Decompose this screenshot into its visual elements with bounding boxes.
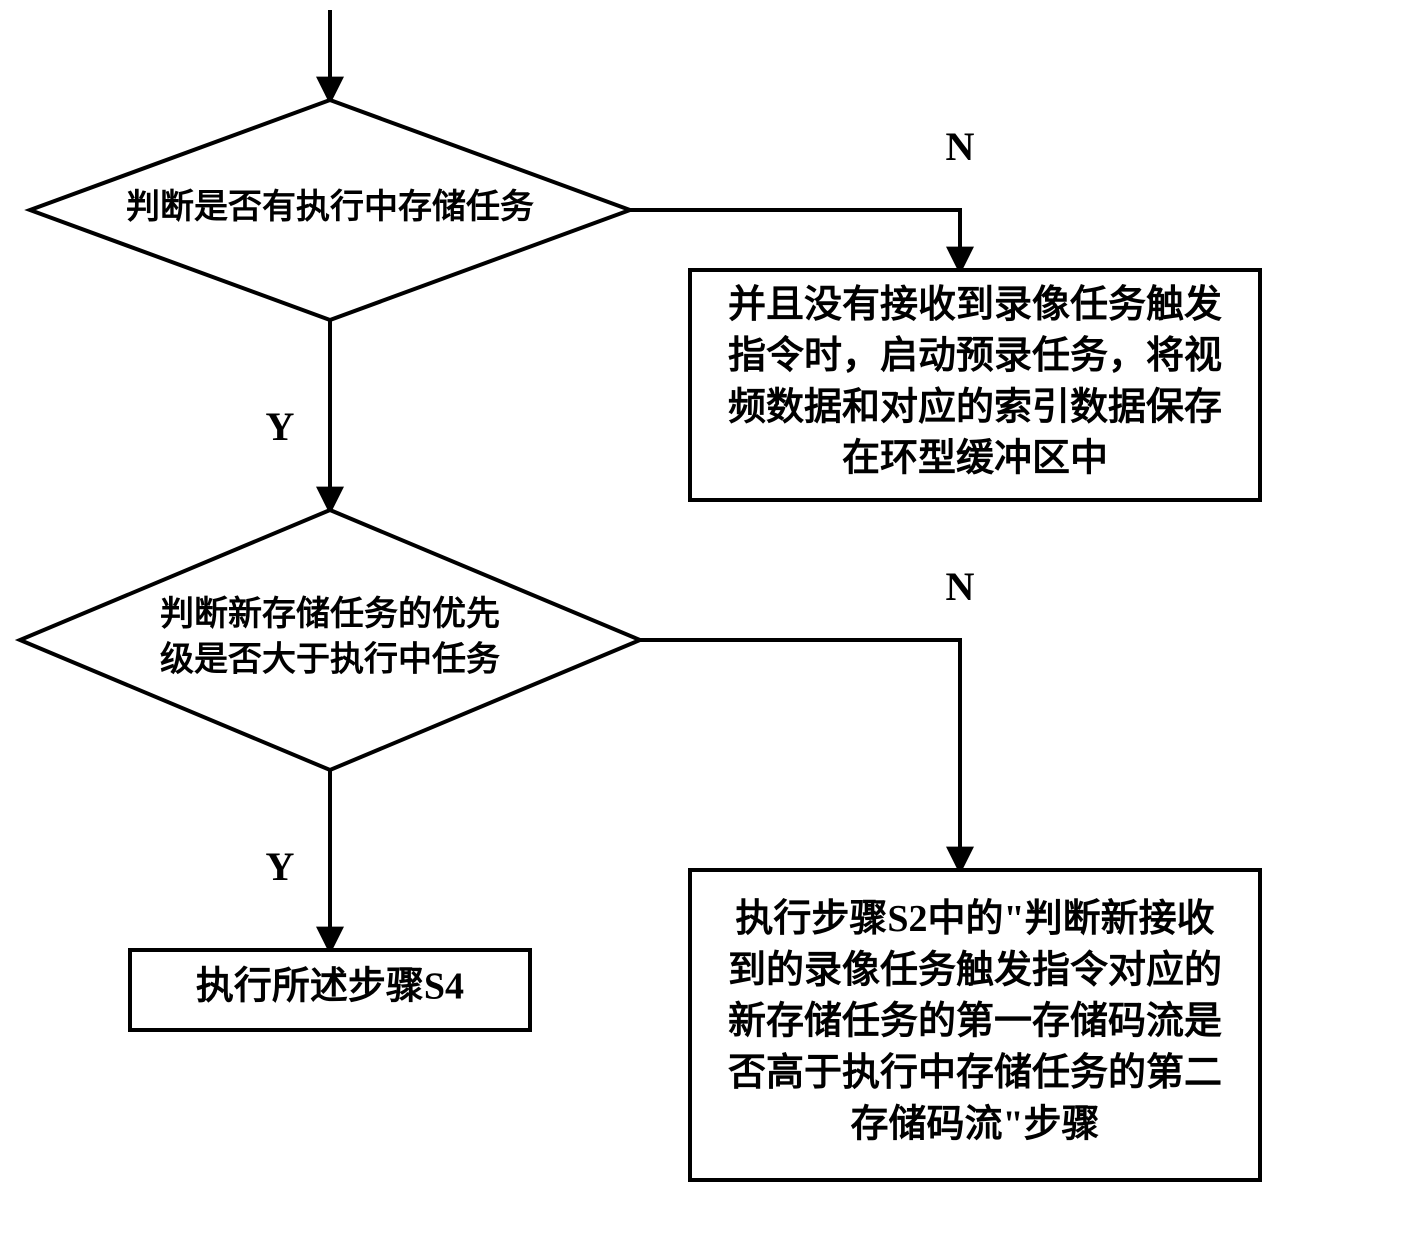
svg-text:执行步骤S2中的"判断新接收: 执行步骤S2中的"判断新接收 xyxy=(735,898,1214,940)
edge-label: Y xyxy=(266,844,295,889)
svg-text:存储码流"步骤: 存储码流"步骤 xyxy=(850,1103,1099,1145)
svg-text:否高于执行中存储任务的第二: 否高于执行中存储任务的第二 xyxy=(728,1052,1222,1094)
decision-d1-text: 判断是否有执行中存储任务 xyxy=(126,188,534,226)
decision-d2 xyxy=(20,510,640,770)
edge-label: Y xyxy=(266,404,295,449)
svg-text:频数据和对应的索引数据保存: 频数据和对应的索引数据保存 xyxy=(728,386,1222,428)
flow-edge xyxy=(630,210,960,270)
svg-text:并且没有接收到录像任务触发: 并且没有接收到录像任务触发 xyxy=(728,284,1222,326)
svg-text:在环型缓冲区中: 在环型缓冲区中 xyxy=(842,438,1108,480)
svg-text:指令时，启动预录任务，将视: 指令时，启动预录任务，将视 xyxy=(728,335,1222,377)
svg-text:判断新存储任务的优先: 判断新存储任务的优先 xyxy=(160,595,500,633)
svg-text:新存储任务的第一存储码流是: 新存储任务的第一存储码流是 xyxy=(728,1001,1222,1043)
svg-text:到的录像任务触发指令对应的: 到的录像任务触发指令对应的 xyxy=(728,949,1222,991)
svg-text:级是否大于执行中任务: 级是否大于执行中任务 xyxy=(160,641,500,679)
edge-label: N xyxy=(946,564,975,609)
edge-label: N xyxy=(946,124,975,169)
process-r3-text: 执行所述步骤S4 xyxy=(196,966,464,1008)
svg-text:执行所述步骤S4: 执行所述步骤S4 xyxy=(196,966,464,1008)
svg-text:判断是否有执行中存储任务: 判断是否有执行中存储任务 xyxy=(126,188,534,226)
flow-edge xyxy=(640,640,960,870)
